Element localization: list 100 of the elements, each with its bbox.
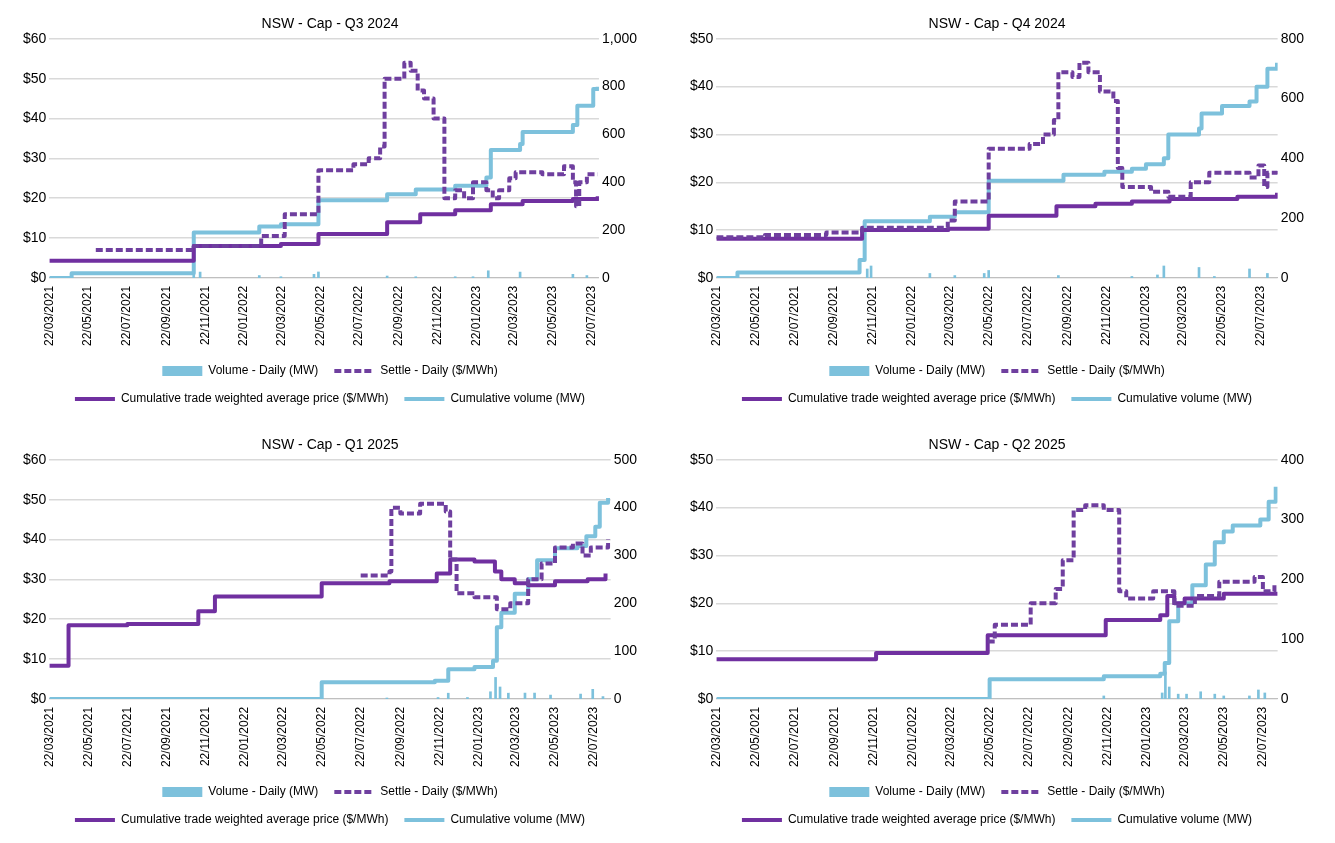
legend-label: Settle - Daily ($/MWh) (1047, 363, 1165, 378)
legend-label: Cumulative volume (MW) (450, 391, 586, 406)
x-tick-label: 22/07/2021 (786, 706, 801, 767)
x-tick-label: 22/05/2021 (747, 285, 762, 346)
bar (1185, 693, 1188, 699)
x-tick-label: 22/05/2022 (981, 285, 995, 346)
x-tick-label: 22/05/2022 (981, 706, 996, 767)
x-tick-label: 22/11/2021 (197, 285, 212, 346)
y2-tick-label: 400 (601, 173, 626, 190)
y-tick-label: $30 (690, 125, 714, 142)
legend-label: Volume - Daily (MW) (875, 784, 986, 799)
x-tick-label: 22/03/2021 (41, 706, 56, 767)
y-tick-label: $0 (697, 689, 714, 706)
bar (533, 692, 536, 699)
y2-tick-label: 300 (1280, 510, 1305, 527)
y-tick-label: $10 (690, 641, 714, 658)
x-tick-label: 22/09/2021 (158, 285, 173, 346)
x-tick-label: 22/01/2022 (236, 285, 251, 346)
x-tick-label: 22/01/2023 (470, 706, 485, 767)
y2-tick-label: 600 (1280, 89, 1305, 106)
x-tick-label: 22/07/2022 (1021, 706, 1036, 767)
legend-label: Cumulative trade weighted average price ($/MWh) (120, 391, 389, 406)
y2-tick-label: 1,000 (601, 29, 638, 46)
x-tick-label: 22/03/2023 (1175, 285, 1190, 346)
y-tick-label: $10 (23, 228, 47, 245)
x-tick-label: 22/09/2021 (826, 706, 841, 767)
x-tick-label: 22/05/2023 (547, 706, 562, 767)
y-tick-label: $40 (690, 498, 714, 515)
y-tick-label: $50 (690, 450, 714, 467)
y-tick-label: $10 (690, 220, 714, 237)
legend-label: Volume - Daily (MW) (875, 363, 986, 378)
y2-tick-label: 0 (1280, 689, 1289, 706)
legend-label: Settle - Daily ($/MWh) (1047, 784, 1165, 799)
legend-label: Cumulative trade weighted average price ($/MWh) (120, 812, 389, 827)
x-tick-label: 22/11/2021 (198, 706, 213, 767)
x-tick-label: 22/03/2022 (275, 706, 290, 767)
y-tick-label: $50 (690, 29, 714, 46)
x-tick-label: 22/09/2022 (390, 285, 405, 346)
y2-tick-label: 200 (601, 220, 626, 237)
y-tick-label: $40 (23, 109, 47, 126)
y-tick-label: $30 (23, 570, 47, 587)
bar (1257, 689, 1260, 699)
y2-tick-label: 800 (1280, 29, 1305, 46)
x-tick-label: 22/05/2023 (1216, 706, 1231, 767)
legend-label: Cumulative volume (MW) (1117, 391, 1253, 406)
x-tick-label: 22/05/2023 (544, 285, 559, 346)
y-tick-label: $20 (23, 189, 47, 206)
x-tick-label: 22/09/2022 (1060, 706, 1075, 767)
chart-title: NSW - Cap - Q2 2025 (928, 436, 1066, 453)
x-tick-label: 22/01/2022 (904, 285, 919, 346)
x-tick-label: 22/05/2023 (1214, 285, 1229, 346)
x-tick-label: 22/03/2023 (1176, 706, 1191, 767)
bar (1102, 695, 1106, 699)
x-tick-label: 22/05/2021 (80, 706, 95, 767)
x-tick-label: 22/09/2022 (392, 706, 407, 767)
y-tick-label: $40 (690, 77, 714, 94)
x-tick-label: 22/03/2023 (508, 706, 523, 767)
bar (1222, 695, 1226, 699)
x-tick-label: 22/11/2022 (1098, 285, 1113, 346)
x-tick-label: 22/07/2021 (119, 285, 134, 346)
chart-title: NSW - Cap - Q1 2025 (261, 436, 399, 453)
x-tick-label: 22/09/2022 (1059, 285, 1074, 346)
y-tick-label: $20 (690, 173, 714, 190)
y-tick-label: $60 (23, 450, 47, 467)
x-tick-label: 22/05/2022 (312, 285, 327, 346)
x-tick-label: 22/03/2021 (708, 706, 723, 767)
chart-title: NSW - Cap - Q3 2024 (261, 15, 399, 32)
x-tick-label: 22/07/2022 (351, 285, 366, 346)
y-tick-label: $0 (30, 689, 47, 706)
x-tick-label: 22/01/2023 (1139, 706, 1154, 767)
y2-tick-label: 0 (601, 268, 610, 285)
legend-label: Settle - Daily ($/MWh) (380, 784, 498, 799)
y2-tick-label: 100 (1280, 630, 1305, 647)
x-tick-label: 22/01/2023 (468, 285, 483, 346)
x-tick-label: 22/03/2022 (942, 706, 957, 767)
y-tick-label: $20 (690, 594, 714, 611)
y2-tick-label: 200 (1280, 209, 1305, 226)
x-tick-label: 22/07/2022 (353, 706, 367, 767)
y2-tick-label: 0 (1280, 268, 1289, 285)
x-tick-label: 22/01/2022 (904, 706, 919, 767)
legend-label: Volume - Daily (MW) (208, 784, 319, 799)
x-tick-label: 22/01/2022 (237, 706, 252, 767)
x-tick-label: 22/03/2021 (708, 285, 723, 346)
legend-label: Cumulative volume (MW) (450, 812, 586, 827)
x-tick-label: 22/11/2022 (431, 706, 446, 767)
y-tick-label: $30 (690, 546, 714, 563)
legend-label: Volume - Daily (MW) (208, 363, 319, 378)
x-tick-label: 22/11/2022 (1099, 706, 1114, 767)
bar (446, 692, 450, 699)
bar (1263, 692, 1267, 699)
bar (1199, 691, 1202, 699)
x-tick-label: 22/03/2021 (41, 285, 56, 346)
y2-tick-label: 600 (601, 125, 626, 142)
y-tick-label: $10 (23, 649, 47, 666)
legend-label: Cumulative trade weighted average price ($/MWh) (787, 391, 1056, 406)
y-tick-label: $0 (30, 268, 47, 285)
x-tick-label: 22/11/2021 (865, 706, 880, 767)
x-tick-label: 22/11/2022 (429, 285, 444, 346)
x-tick-label: 22/07/2021 (786, 285, 801, 346)
y-tick-label: $50 (23, 490, 47, 507)
